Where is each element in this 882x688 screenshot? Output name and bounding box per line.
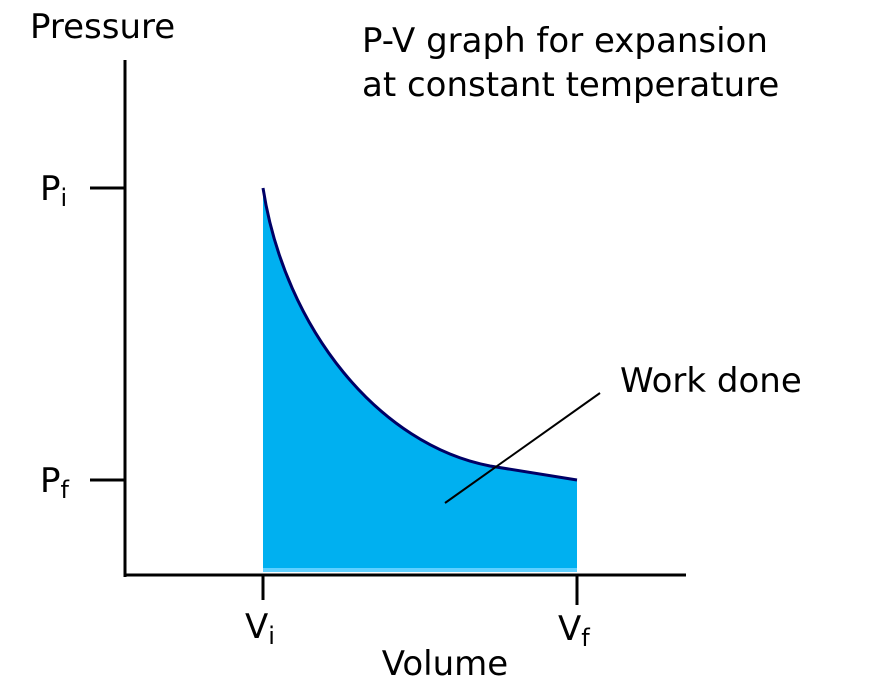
tick-main: P [40,461,61,501]
title-line: at constant temperature [362,65,779,105]
tick-sub: i [61,184,68,212]
tick-label: Vf [558,609,590,652]
tick-sub: f [61,476,70,504]
annotation: Work done [620,361,802,401]
y-axis-label: Pressure [30,7,175,47]
title-line: P-V graph for expansion [362,21,768,61]
tick-main: V [558,609,581,649]
work-area [263,188,577,572]
tick-label: Pf [40,461,70,504]
tick-main: V [245,607,268,647]
leader-line [444,392,601,504]
x-axis-label: Volume [382,644,508,684]
isotherm-curve [261,187,578,482]
tick-main: P [40,169,61,209]
tick-label: Vi [245,607,275,650]
tick-sub: f [581,624,590,652]
tick-label: Pi [40,169,67,212]
tick-sub: i [268,622,275,650]
